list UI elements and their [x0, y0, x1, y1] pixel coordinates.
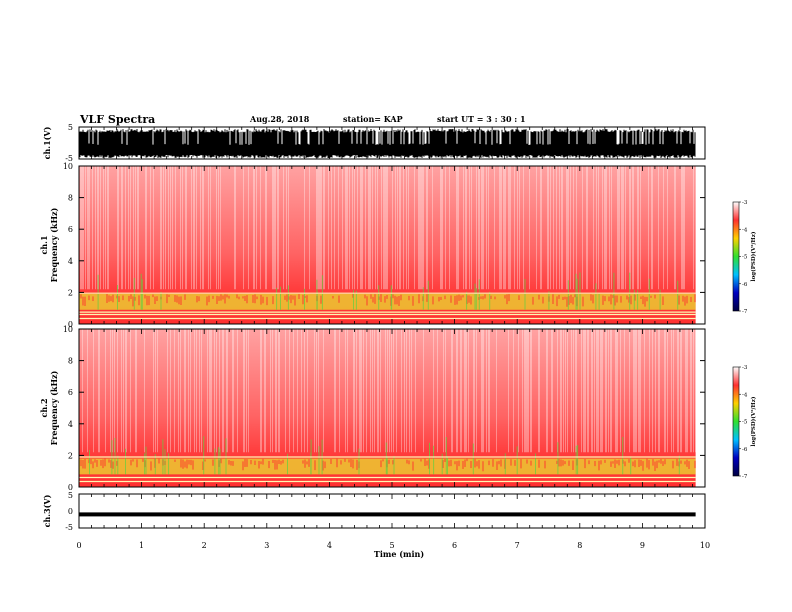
x-tick-label: 4 — [327, 541, 332, 550]
ch2-spectrogram-panel: 0 2 4 6 8 10 ch.2 Frequency (kHz) — [39, 325, 706, 492]
ch2-spec-yticks: 0 2 4 6 8 10 — [63, 325, 705, 492]
spec-ytick-label: 6 — [68, 225, 73, 234]
ch3-ylabel: ch.3(V) — [42, 494, 52, 527]
colorbar-tick-label: -5 — [742, 420, 748, 426]
ch3-ytick-top: 5 — [68, 491, 73, 500]
ch1-spectrogram-image — [79, 166, 696, 324]
x-tick-label: 6 — [452, 541, 457, 550]
colorbar-gradient — [732, 366, 740, 477]
figure-title: VLF Spectra — [79, 113, 155, 126]
x-tick-label: 0 — [76, 541, 81, 550]
ch3-waveform-trace — [79, 512, 696, 517]
x-tick-label: 10 — [700, 541, 710, 550]
spec-streaks — [82, 329, 696, 453]
spec-band-spikes — [97, 272, 679, 310]
colorbar-tick-label: -6 — [742, 282, 748, 288]
spec-ytick-label: 10 — [63, 162, 73, 171]
colorbar-label: log(PSD)(V²/Hz) — [750, 231, 757, 281]
start-time-label: start UT = 3 : 30 : 1 — [437, 114, 526, 124]
colorbar-tick-label: -6 — [742, 447, 748, 453]
x-tick-label: 9 — [640, 541, 645, 550]
spec-streaks — [80, 166, 694, 290]
x-axis-ticks: 0 1 2 3 4 5 6 7 8 9 10 — [76, 127, 710, 550]
ch1-spectrogram-panel: 0 2 4 6 8 10 ch.1 Frequency (kHz) — [39, 162, 706, 329]
spec-ytick-label: 2 — [68, 451, 73, 460]
spec-ytick-label: 0 — [68, 483, 73, 492]
x-tick-label: 7 — [515, 541, 520, 550]
station-label: station= KAP — [343, 114, 403, 124]
ch1-ytick-bottom: -5 — [65, 154, 73, 163]
x-tick-label: 3 — [264, 541, 269, 550]
ch1-colorbar: -3 -4 -5 -6 -7 log(PSD)(V²/Hz) — [732, 200, 757, 315]
x-tick-label: 5 — [389, 541, 394, 550]
spec-ytick-label: 4 — [68, 420, 73, 429]
ch1-waveform-path — [79, 129, 696, 158]
colorbar-tick-label: -5 — [742, 255, 748, 261]
ch1-spec-channel-label: ch.1 — [39, 235, 49, 254]
x-axis-label: Time (min) — [374, 549, 424, 559]
ch1-spec-yticks: 0 2 4 6 8 10 — [63, 162, 705, 329]
colorbar-tick-label: -7 — [742, 474, 748, 480]
x-tick-label: 1 — [139, 541, 144, 550]
ch1-waveform-trace — [79, 129, 696, 158]
ch1-ytick-top: 5 — [68, 123, 73, 132]
ch2-spec-ylabel: Frequency (kHz) — [49, 370, 59, 445]
spec-ytick-label: 8 — [68, 194, 73, 203]
ch2-colorbar: -3 -4 -5 -6 -7 log(PSD)(V²/Hz) — [732, 365, 757, 480]
colorbar-tick-label: -4 — [742, 392, 748, 398]
spec-ytick-label: 2 — [68, 288, 73, 297]
spec-ytick-label: 4 — [68, 257, 73, 266]
ch1-waveform-panel: 5 -5 ch.1(V) — [42, 123, 706, 163]
colorbar-tick-label: -3 — [742, 200, 748, 206]
colorbar-tick-label: -4 — [742, 227, 748, 233]
spec-ytick-label: 10 — [63, 325, 73, 334]
colorbar-gradient — [732, 201, 740, 312]
x-tick-label: 8 — [577, 541, 582, 550]
ch1-spec-ylabel: Frequency (kHz) — [49, 207, 59, 282]
spec-intense-band — [79, 293, 696, 310]
date-label: Aug.28, 2018 — [249, 114, 310, 124]
ch3-panel-bg — [79, 494, 705, 528]
colorbar-tick-label: -3 — [742, 365, 748, 371]
colorbar-tick-label: -7 — [742, 309, 748, 315]
x-tick-label: 2 — [202, 541, 207, 550]
spec-ytick-label: 8 — [68, 357, 73, 366]
spec-ytick-label: 0 — [68, 320, 73, 329]
ch3-ytick-bottom: -5 — [65, 523, 73, 532]
ch1-ylabel: ch.1(V) — [42, 126, 52, 159]
ch3-ytick-mid: 0 — [68, 507, 73, 516]
ch2-spec-channel-label: ch.2 — [39, 398, 49, 417]
spec-ytick-label: 6 — [68, 388, 73, 397]
colorbar-label: log(PSD)(V²/Hz) — [750, 396, 757, 446]
ch2-spectrogram-image — [79, 329, 696, 487]
